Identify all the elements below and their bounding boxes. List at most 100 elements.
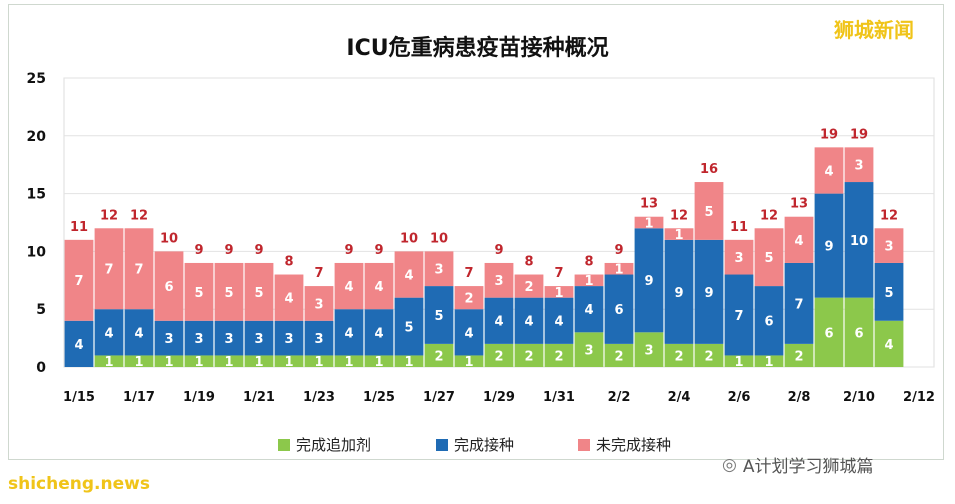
total-label: 9 — [344, 243, 353, 258]
bar-segment — [724, 239, 754, 275]
y-tick-label: 0 — [36, 360, 46, 376]
legend-label-booster: 完成追加剂 — [296, 436, 372, 454]
data-label: 4 — [404, 268, 413, 283]
data-label: 3 — [494, 274, 503, 289]
bar-segment — [634, 332, 664, 367]
bar-segment — [604, 274, 634, 344]
data-label: 1 — [284, 355, 293, 370]
data-label: 6 — [614, 303, 623, 318]
bar-segment — [274, 320, 304, 356]
bar-segment — [124, 355, 154, 367]
data-label: 1 — [344, 355, 353, 370]
total-label: 10 — [400, 231, 418, 246]
bar-segment — [484, 262, 514, 298]
data-label: 1 — [614, 263, 623, 278]
bar-segment — [514, 274, 544, 298]
bar-segment — [334, 262, 364, 310]
data-label: 7 — [794, 297, 803, 312]
total-label: 7 — [554, 266, 563, 281]
data-label: 2 — [524, 280, 533, 295]
bar-segment — [184, 355, 214, 367]
bar-segment — [364, 355, 394, 367]
total-label: 16 — [700, 162, 718, 177]
bar-segment — [304, 320, 334, 356]
data-label: 4 — [344, 280, 353, 295]
legend-swatch-booster — [278, 438, 290, 451]
bar-segment — [874, 262, 904, 321]
x-tick-label: 2/12 — [903, 390, 935, 405]
bar-segment — [274, 355, 304, 367]
bar-segment — [244, 355, 274, 367]
data-label: 9 — [674, 286, 683, 301]
bar-segment — [874, 320, 904, 367]
data-label: 3 — [314, 297, 323, 312]
total-label: 9 — [494, 243, 503, 258]
bar-segment — [514, 343, 544, 367]
data-label: 3 — [734, 251, 743, 266]
data-label: 4 — [374, 280, 383, 295]
data-label: 1 — [644, 216, 653, 231]
data-label: 2 — [434, 349, 443, 364]
bar-segment — [814, 297, 844, 367]
bar-segment — [754, 228, 784, 287]
data-label: 2 — [464, 292, 473, 307]
total-label: 9 — [254, 243, 263, 258]
bar-segment — [154, 355, 184, 367]
bar-segment — [304, 355, 334, 367]
bar-segment — [244, 262, 274, 321]
data-label: 6 — [824, 326, 833, 341]
bar-segment — [574, 274, 604, 287]
data-label: 3 — [434, 263, 443, 278]
bar-segment — [454, 286, 484, 310]
data-label: 2 — [794, 349, 803, 364]
data-label: 2 — [614, 349, 623, 364]
data-label: 3 — [584, 344, 593, 359]
bar-segment — [544, 297, 574, 344]
y-tick-label: 25 — [27, 71, 46, 87]
bar-segment — [484, 343, 514, 367]
x-tick-label: 1/17 — [123, 390, 155, 405]
data-label: 5 — [884, 286, 893, 301]
data-label: 4 — [374, 326, 383, 341]
data-label: 1 — [764, 355, 773, 370]
data-label: 4 — [494, 315, 503, 330]
data-label: 4 — [74, 338, 83, 353]
bar-segment — [454, 355, 484, 367]
watermark-account: ◎ A计划学习狮城篇 — [722, 452, 873, 478]
bar-segment — [754, 355, 784, 367]
data-label: 1 — [404, 355, 413, 370]
total-label: 9 — [194, 243, 203, 258]
total-label: 13 — [790, 197, 808, 212]
bar-segment — [874, 228, 904, 263]
x-tick-label: 2/2 — [608, 390, 631, 405]
bar-segment — [184, 320, 214, 356]
bar-segment — [814, 147, 844, 194]
data-label: 5 — [764, 251, 773, 266]
data-label: 5 — [224, 286, 233, 301]
bar-segment — [664, 228, 694, 240]
bar-segment — [274, 274, 304, 321]
y-tick-label: 10 — [27, 244, 47, 260]
wechat-icon: ◎ — [722, 454, 737, 475]
total-label: 10 — [160, 231, 178, 246]
data-label: 6 — [854, 326, 863, 341]
data-label: 1 — [134, 355, 143, 370]
bar-segment — [694, 182, 724, 240]
total-label: 12 — [880, 208, 898, 223]
data-label: 4 — [284, 292, 293, 307]
total-label: 12 — [670, 208, 688, 223]
watermark-top: 狮城新闻 — [834, 18, 914, 42]
x-tick-label: 1/21 — [243, 390, 275, 405]
bar-segment — [784, 216, 814, 263]
data-label: 3 — [254, 332, 263, 347]
data-label: 4 — [524, 315, 533, 330]
total-label: 19 — [820, 127, 838, 142]
total-label: 12 — [130, 208, 148, 223]
data-label: 4 — [104, 326, 113, 341]
bar-segment — [634, 216, 664, 229]
data-label: 3 — [644, 344, 653, 359]
x-tick-label: 1/29 — [483, 390, 515, 405]
bar-segment — [214, 320, 244, 356]
bar-segment — [364, 309, 394, 356]
total-label: 7 — [464, 266, 473, 281]
